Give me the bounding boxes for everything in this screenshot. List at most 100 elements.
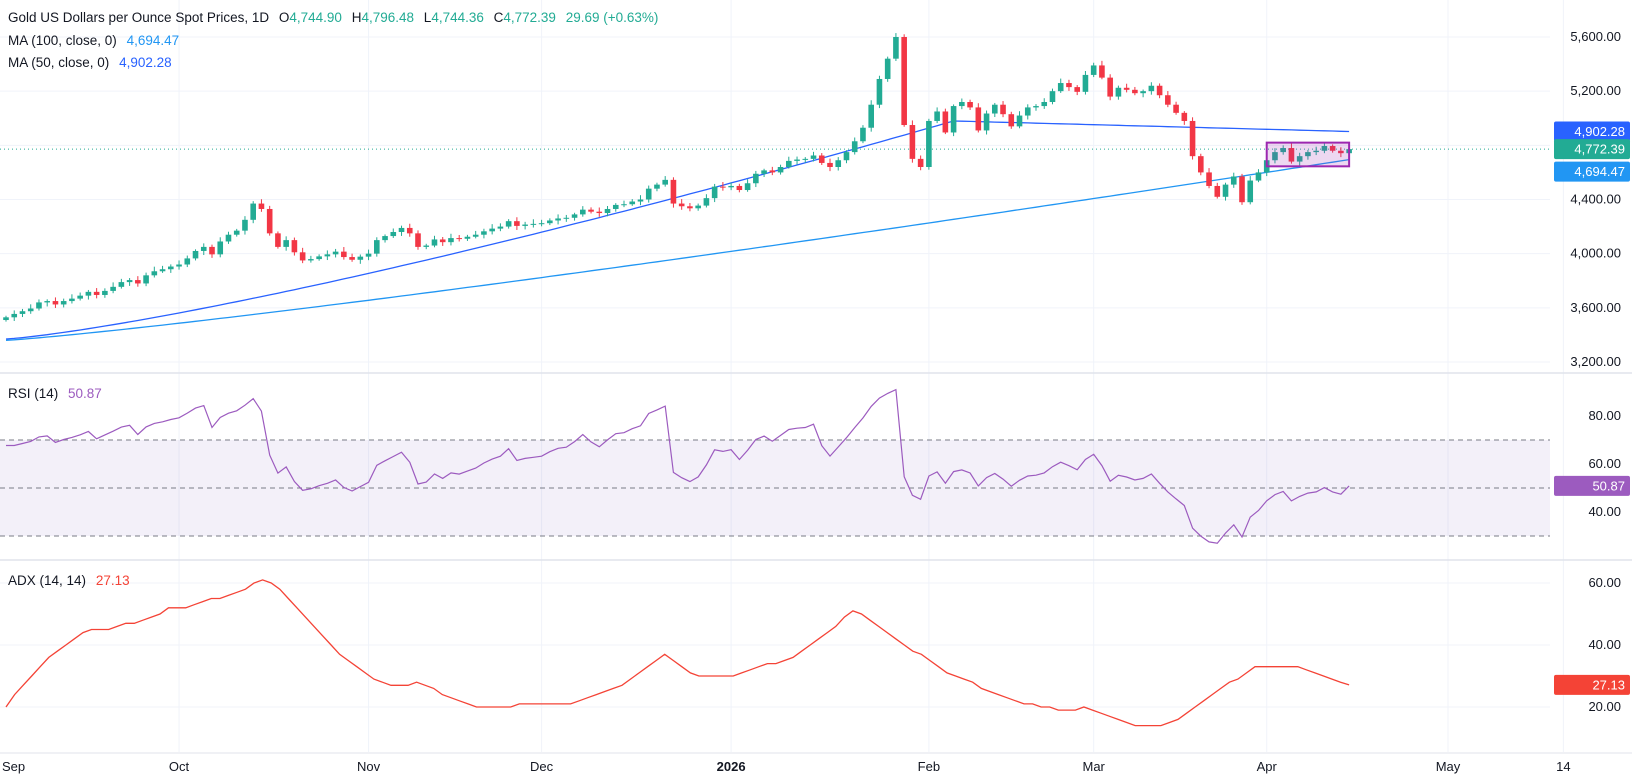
candle-body [876, 78, 883, 105]
adx-legend: ADX (14, 14) 27.13 [8, 573, 130, 588]
candle-body [456, 238, 462, 240]
candle-body [786, 160, 792, 167]
x-tick-label: May [1436, 759, 1461, 774]
candle-body [843, 152, 850, 161]
rsi-pane[interactable] [0, 388, 1550, 544]
axes[interactable]: Sep Oct Nov Dec 2026 Feb Mar Apr May 14 5,600.00 5,… [2, 29, 1630, 774]
x-tick-label: Dec [530, 759, 554, 774]
candle-body [481, 231, 487, 235]
candle-body [514, 221, 520, 226]
candle-body [1280, 148, 1286, 153]
candle-body [184, 258, 191, 265]
candle-body [341, 251, 347, 258]
candle-body [1222, 184, 1229, 197]
candle-body [448, 238, 454, 243]
low-value: 4,744.36 [431, 10, 484, 25]
adx-value: 27.13 [95, 573, 130, 588]
x-tick-label: 14 [1556, 759, 1570, 774]
last-price-badge: 4,772.39 [1574, 142, 1625, 157]
candle-body [60, 301, 67, 305]
candle-body [753, 173, 759, 184]
candle-body [217, 241, 224, 255]
candle-body [52, 301, 59, 305]
x-tick-label: Feb [918, 759, 940, 774]
candle-body [357, 256, 364, 260]
candle-body [308, 259, 314, 261]
ma50-legend: MA (50, close, 0) 4,902.28 [8, 55, 172, 70]
candle-body [489, 228, 495, 232]
rsi-value: 50.87 [68, 386, 102, 401]
candle-body [151, 271, 158, 276]
adx-tick-label: 20.00 [1588, 699, 1621, 714]
candle-body [168, 266, 174, 270]
ma100-price-badge-bg [1554, 161, 1630, 182]
candle-body [233, 230, 240, 235]
candle-body [1041, 102, 1048, 107]
candle-body [439, 239, 446, 243]
candle-body [678, 203, 685, 207]
candle-body [1272, 152, 1278, 161]
grid [0, 0, 1564, 752]
candle-body [110, 286, 116, 291]
candle-body [1206, 172, 1212, 186]
candle-body [1214, 185, 1221, 197]
candle-body [365, 253, 372, 257]
adx-value-badge-bg [1554, 674, 1630, 695]
ma50-price-badge-bg [1554, 121, 1630, 142]
x-tick-label: 2026 [717, 759, 746, 774]
adx-line [5, 579, 1350, 727]
candle-body [645, 188, 652, 200]
candle-body [596, 211, 603, 214]
candle-body [1090, 65, 1097, 75]
rsi-line [6, 388, 1350, 544]
candle-body [27, 308, 34, 312]
candle-body [200, 246, 207, 251]
candle-body [324, 254, 331, 257]
last-price-badge-bg [1554, 139, 1630, 160]
candle-body [118, 282, 125, 287]
candle-body [69, 298, 75, 302]
candle-body [917, 158, 924, 167]
candle-body [884, 58, 891, 79]
x-tick-label: Sep [2, 759, 25, 774]
candle-body [1305, 152, 1311, 157]
candle-body [761, 170, 767, 174]
candle-body [810, 155, 817, 159]
range-rectangle [1265, 141, 1351, 168]
candle-body [1008, 114, 1015, 127]
candle-body [44, 301, 50, 303]
candle-body [901, 37, 907, 126]
candle-body [390, 232, 397, 237]
adx-tick-label: 40.00 [1588, 637, 1621, 652]
candle-body [472, 234, 479, 237]
candle-body [1296, 156, 1303, 162]
adx-pane[interactable] [5, 579, 1350, 727]
panes [0, 372, 1632, 754]
candle-body [93, 291, 100, 295]
candle-body [580, 209, 586, 215]
candle-body [687, 206, 693, 209]
candle-body [654, 184, 660, 189]
rsi-value-badge: 50.87 [1592, 478, 1625, 493]
price-tick-label: 5,200.00 [1570, 83, 1621, 98]
candle-body [299, 252, 306, 261]
candle-body [415, 233, 421, 247]
candle-body [192, 250, 199, 259]
candle-body [571, 214, 578, 218]
candle-body [563, 217, 570, 219]
candle-body [777, 167, 784, 173]
candle-body [1165, 95, 1171, 105]
candle-body [464, 236, 471, 239]
candle-body [242, 219, 248, 231]
candle-body [1140, 91, 1146, 94]
candle-body [1107, 77, 1113, 97]
rsi-tick-label: 80.00 [1588, 408, 1621, 423]
candle-body [547, 220, 553, 224]
candle-body [1181, 112, 1188, 121]
candle-body [720, 186, 726, 188]
price-pane[interactable] [0, 33, 1550, 341]
candle-body [374, 240, 380, 254]
candle-body [1156, 85, 1163, 96]
x-tick-label: Mar [1082, 759, 1105, 774]
